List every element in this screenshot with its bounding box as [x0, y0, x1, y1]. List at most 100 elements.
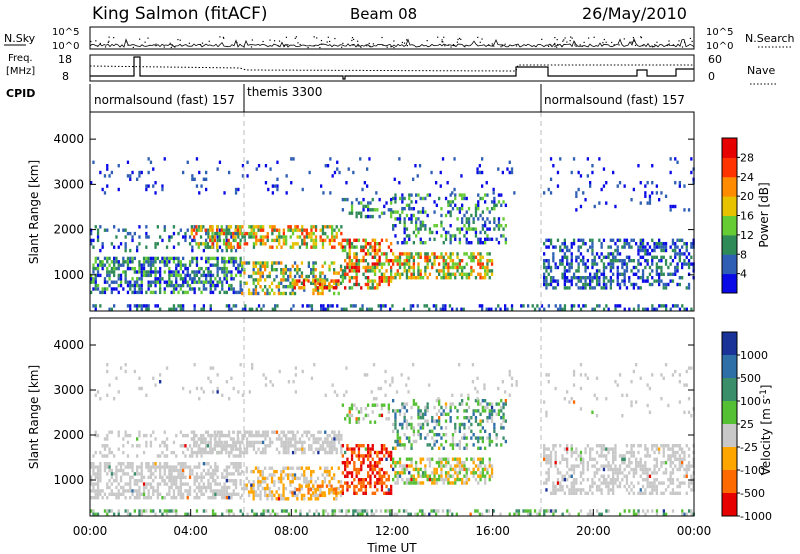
heatmap-cell: [271, 238, 274, 243]
heatmap-cell: [410, 276, 413, 280]
heatmap-cell: [163, 287, 166, 291]
heatmap-cell: [593, 471, 596, 475]
heatmap-cell: [172, 496, 176, 500]
heatmap-cell: [216, 468, 219, 473]
heatmap-cell: [405, 467, 409, 472]
heatmap-cell: [170, 496, 173, 500]
heatmap-cell: [273, 291, 276, 296]
heatmap-cell: [326, 307, 330, 311]
heatmap-cell: [310, 228, 313, 232]
heatmap-cell: [259, 490, 262, 494]
heatmap-cell: [225, 225, 228, 229]
nsearch-dot: [170, 46, 172, 49]
heatmap-cell: [124, 270, 127, 274]
heatmap-cell: [479, 460, 482, 465]
heatmap-cell: [383, 474, 386, 478]
heatmap-cell: [193, 489, 196, 493]
nsearch-dot: [250, 46, 253, 48]
freq-panel-frame: [89, 54, 695, 82]
heatmap-cell: [602, 238, 606, 242]
heatmap-cell: [131, 256, 134, 261]
heatmap-cell: [683, 262, 686, 266]
heatmap-cell: [225, 266, 228, 271]
heatmap-cell: [198, 397, 201, 401]
heatmap-cell: [563, 242, 566, 246]
heatmap-cell: [614, 248, 617, 253]
heatmap-cell: [261, 476, 264, 481]
heatmap-cell: [232, 437, 235, 441]
heatmap-cell: [575, 481, 578, 485]
heatmap-cell: [625, 481, 629, 485]
heatmap-cell: [405, 436, 409, 440]
heatmap-cell: [380, 279, 384, 283]
heatmap-cell: [254, 466, 258, 470]
heatmap-cell: [477, 207, 480, 211]
heatmap-cell: [403, 262, 406, 266]
heatmap-cell: [390, 488, 393, 492]
heatmap-cell: [369, 245, 372, 249]
freq-label-2: [MHz]: [6, 66, 35, 77]
heatmap-cell: [637, 286, 640, 290]
heatmap-cell: [435, 460, 438, 465]
heatmap-cell: [628, 242, 631, 246]
heatmap-cell: [264, 447, 267, 451]
heatmap-cell: [353, 245, 356, 249]
heatmap-cell: [481, 157, 484, 161]
heatmap-cell: [380, 406, 384, 411]
heatmap-cell: [628, 457, 631, 461]
heatmap-cell: [138, 489, 141, 493]
heatmap-cell: [618, 454, 622, 458]
nsearch-dot: [515, 45, 518, 47]
heatmap-cell: [549, 457, 553, 461]
heatmap-cell: [96, 270, 100, 274]
heatmap-cell: [563, 265, 566, 270]
heatmap-cell: [502, 426, 505, 430]
heatmap-cell: [403, 402, 406, 406]
nsearch-dot: [556, 46, 558, 48]
heatmap-cell: [664, 248, 668, 253]
heatmap-cell: [607, 481, 610, 485]
heatmap-cell: [484, 220, 487, 224]
heatmap-cell: [607, 464, 610, 468]
heatmap-cell: [463, 474, 466, 478]
heatmap-cell: [214, 489, 217, 493]
heatmap-cell: [669, 208, 672, 212]
heatmap-cell: [438, 464, 441, 468]
nsearch-dot: [104, 46, 107, 48]
heatmap-cell: [117, 273, 120, 278]
heatmap-cell: [239, 363, 242, 367]
heatmap-cell: [241, 307, 245, 311]
heatmap-cell: [408, 252, 411, 256]
heatmap-cell: [609, 467, 612, 472]
heatmap-cell: [142, 256, 146, 261]
heatmap-cell: [444, 477, 448, 482]
heatmap-cell: [149, 482, 153, 486]
heatmap-cell: [559, 157, 562, 161]
heatmap-cell: [195, 475, 199, 479]
nsearch-dot: [443, 36, 445, 38]
heatmap-cell: [385, 276, 388, 280]
heatmap-cell: [115, 468, 118, 473]
heatmap-cell: [690, 170, 693, 175]
heatmap-cell: [200, 489, 203, 493]
heatmap-cell: [264, 242, 267, 246]
heatmap-cell: [449, 405, 452, 410]
heatmap-cell: [419, 436, 422, 440]
heatmap-cell: [302, 279, 306, 283]
heatmap-cell: [323, 274, 327, 279]
heatmap-cell: [198, 287, 201, 291]
heatmap-cell: [239, 256, 242, 261]
heatmap-cell: [218, 492, 222, 496]
heatmap-cell: [99, 397, 102, 401]
heatmap-cell: [614, 471, 617, 475]
heatmap-cell: [108, 450, 111, 455]
heatmap-cell: [495, 436, 498, 440]
heatmap-cell: [188, 242, 192, 246]
heatmap-cell: [454, 481, 457, 485]
heatmap-cell: [360, 464, 363, 468]
heatmap-cell: [266, 274, 269, 279]
heatmap-cell: [390, 208, 393, 212]
heatmap-cell: [488, 409, 491, 413]
heatmap-cell: [442, 265, 445, 270]
heatmap-cell: [370, 390, 373, 394]
